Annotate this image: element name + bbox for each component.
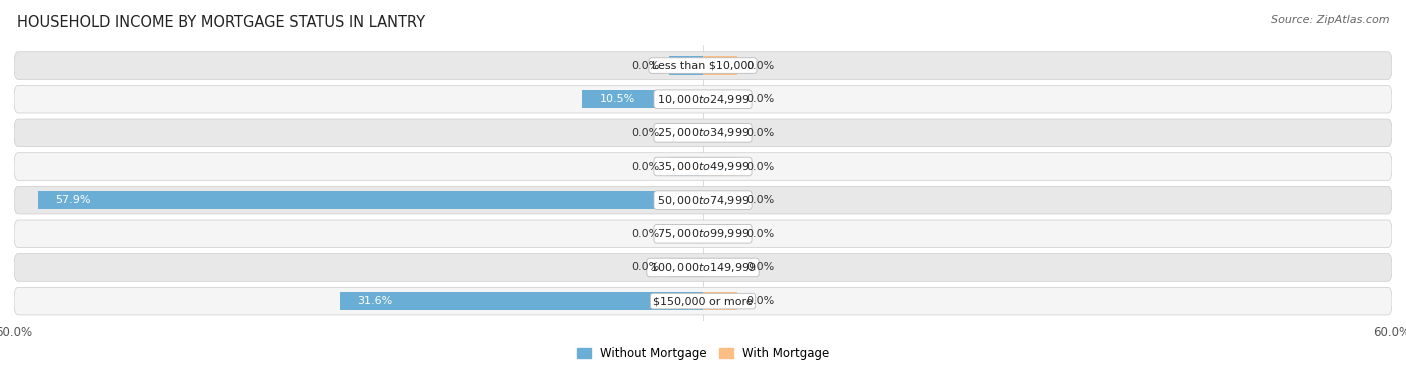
Bar [703, 56, 738, 75]
Text: $35,000 to $49,999: $35,000 to $49,999 [657, 160, 749, 173]
Text: 0.0%: 0.0% [631, 262, 659, 273]
Bar [669, 157, 703, 176]
Text: $10,000 to $24,999: $10,000 to $24,999 [657, 93, 749, 106]
Bar [38, 191, 703, 209]
FancyBboxPatch shape [14, 52, 1392, 79]
Legend: Without Mortgage, With Mortgage: Without Mortgage, With Mortgage [572, 342, 834, 365]
Text: $100,000 to $149,999: $100,000 to $149,999 [650, 261, 756, 274]
Text: HOUSEHOLD INCOME BY MORTGAGE STATUS IN LANTRY: HOUSEHOLD INCOME BY MORTGAGE STATUS IN L… [17, 15, 425, 30]
Text: 0.0%: 0.0% [747, 161, 775, 172]
Text: $25,000 to $34,999: $25,000 to $34,999 [657, 126, 749, 139]
Text: 0.0%: 0.0% [631, 128, 659, 138]
FancyBboxPatch shape [14, 186, 1392, 214]
Bar [703, 124, 738, 142]
Text: 0.0%: 0.0% [631, 229, 659, 239]
Text: Less than $10,000: Less than $10,000 [652, 60, 754, 71]
Text: $75,000 to $99,999: $75,000 to $99,999 [657, 227, 749, 240]
Text: 31.6%: 31.6% [357, 296, 392, 306]
Bar [340, 292, 703, 310]
FancyBboxPatch shape [14, 119, 1392, 147]
Text: 0.0%: 0.0% [747, 262, 775, 273]
Text: 0.0%: 0.0% [747, 128, 775, 138]
Bar [669, 258, 703, 277]
Text: 0.0%: 0.0% [631, 161, 659, 172]
Bar [703, 292, 738, 310]
FancyBboxPatch shape [14, 254, 1392, 281]
Text: Source: ZipAtlas.com: Source: ZipAtlas.com [1271, 15, 1389, 25]
FancyBboxPatch shape [14, 85, 1392, 113]
Text: 10.5%: 10.5% [599, 94, 636, 104]
Text: 0.0%: 0.0% [747, 60, 775, 71]
Text: $50,000 to $74,999: $50,000 to $74,999 [657, 194, 749, 207]
Text: 57.9%: 57.9% [55, 195, 91, 205]
Bar [703, 225, 738, 243]
Bar [669, 225, 703, 243]
Bar [582, 90, 703, 108]
FancyBboxPatch shape [14, 220, 1392, 248]
FancyBboxPatch shape [14, 287, 1392, 315]
Text: 0.0%: 0.0% [631, 60, 659, 71]
Text: $150,000 or more: $150,000 or more [654, 296, 752, 306]
Bar [703, 258, 738, 277]
Bar [669, 124, 703, 142]
Text: 0.0%: 0.0% [747, 296, 775, 306]
Bar [669, 56, 703, 75]
Bar [703, 90, 738, 108]
Bar [703, 157, 738, 176]
Bar [703, 191, 738, 209]
Text: 0.0%: 0.0% [747, 195, 775, 205]
FancyBboxPatch shape [14, 153, 1392, 180]
Text: 0.0%: 0.0% [747, 229, 775, 239]
Text: 0.0%: 0.0% [747, 94, 775, 104]
